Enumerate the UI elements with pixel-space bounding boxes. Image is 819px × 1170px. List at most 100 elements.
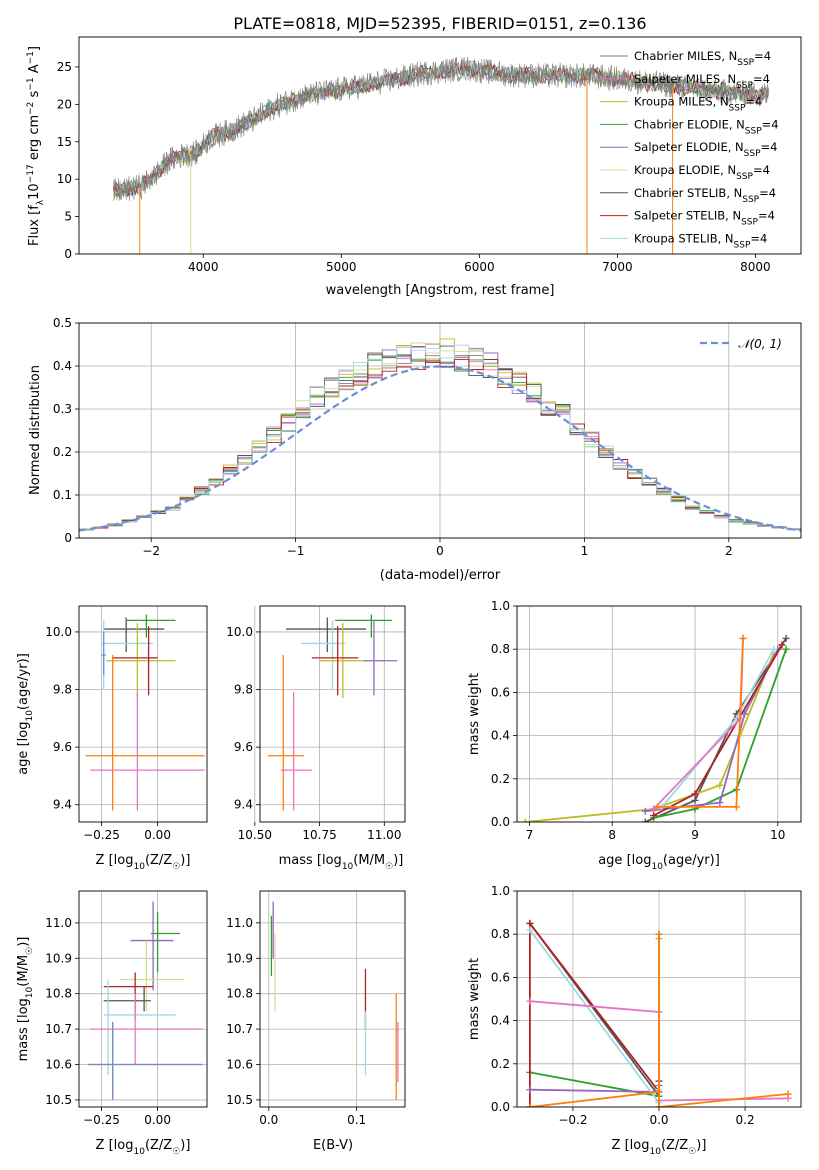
y-tick-label: 25: [57, 60, 72, 74]
weight-marker: [641, 807, 649, 815]
x-tick-label: −2: [142, 544, 160, 558]
errorbar-point: [101, 620, 154, 690]
y-axis-label: mass weight: [467, 673, 482, 755]
x-tick-label: 10.50: [238, 828, 272, 842]
y-tick-label: 0.8: [491, 642, 510, 656]
y-tick-label: 10.7: [45, 1022, 72, 1036]
y-axis-label: age [log10(age/yr)]: [16, 653, 35, 775]
y-tick-label: 0.1: [53, 488, 72, 502]
y-tick-label: 10: [57, 172, 72, 186]
axes-frame: [78, 322, 802, 539]
weight-marker: [521, 818, 529, 822]
weight-marker: [770, 645, 778, 653]
x-tick-label: −0.25: [83, 1113, 120, 1127]
weight-marker: [526, 1086, 534, 1094]
errorbar-point: [101, 631, 106, 676]
y-tick-label: 9.8: [53, 683, 72, 697]
x-tick-label: 0.0: [259, 1113, 278, 1127]
y-tick-label: 20: [57, 97, 72, 111]
y-tick-label: 9.6: [53, 740, 72, 754]
weight-marker: [739, 634, 747, 642]
x-tick-label: 8000: [740, 260, 771, 274]
weight-marker: [650, 812, 658, 820]
y-axis-label: Flux [fλ10−17 erg cm−2 s−1 A−1]: [26, 46, 46, 246]
y-tick-label: 1.0: [491, 599, 510, 613]
weight-marker: [526, 919, 534, 927]
x-tick-label: 0.00: [144, 1113, 171, 1127]
y-tick-label: 10.5: [45, 1093, 72, 1107]
plot-area: [526, 919, 792, 1107]
errorbar-point: [126, 614, 176, 638]
y-tick-label: 0.6: [491, 970, 510, 984]
errorbar-point: [103, 617, 165, 653]
errorbar-point: [105, 623, 176, 699]
weight-marker: [716, 781, 724, 789]
errorbar-point: [90, 692, 205, 811]
x-axis-label: age [log10(age/yr)]: [598, 853, 720, 872]
plot-area: [267, 614, 398, 811]
y-tick-label: 10.0: [45, 625, 72, 639]
y-tick-label: 9.4: [53, 798, 72, 812]
x-tick-label: 0: [436, 544, 444, 558]
weight-series: [652, 638, 744, 810]
x-tick-label: 10.75: [302, 828, 336, 842]
errorbar-point: [90, 993, 203, 1065]
x-tick-label: 7000: [602, 260, 633, 274]
legend-entry: Chabrier MILES, NSSP=4: [634, 49, 771, 68]
y-tick-label: 10.9: [226, 951, 253, 965]
errorbar-point: [285, 617, 367, 653]
legend: Chabrier MILES, NSSP=4 Salpeter MILES, NS…: [600, 49, 779, 250]
y-tick-label: 10.8: [45, 987, 72, 1001]
y-tick-label: 9.4: [234, 798, 253, 812]
errorbar-point: [301, 620, 346, 690]
y-tick-label: 10.7: [226, 1022, 253, 1036]
weight-marker: [526, 1103, 534, 1107]
y-tick-label: 9.6: [234, 740, 253, 754]
y-tick-label: 1.0: [491, 884, 510, 898]
weight-marker: [654, 803, 662, 811]
weight-marker: [641, 818, 649, 822]
legend-entry: Salpeter STELIB, NSSP=4: [634, 209, 775, 228]
y-tick-label: 10.5: [226, 1093, 253, 1107]
y-tick-label: 0.0: [491, 815, 510, 829]
legend-entry: Salpeter ELODIE, NSSP=4: [634, 140, 777, 159]
weight-marker: [778, 641, 786, 649]
weight-marker: [526, 926, 534, 934]
weight-marker: [716, 799, 724, 807]
axes-frame: [516, 890, 802, 1108]
weight-series: [657, 638, 744, 808]
normal-curve: [79, 365, 801, 532]
y-tick-label: 0.6: [491, 685, 510, 699]
errorbar-point: [112, 626, 158, 696]
y-tick-label: 11.0: [226, 916, 253, 930]
chart-residuals: −2 −1 0 1 2 0 0.1 0.2 0.3 0.4 0.5 (data-model)/erro…: [28, 316, 802, 583]
spectrum-data-line: [113, 56, 770, 202]
x-tick-label: 10: [770, 828, 785, 842]
errorbar-point: [280, 692, 312, 811]
plot-area: [79, 338, 801, 532]
weight-marker: [782, 645, 790, 653]
y-tick-label: 0: [64, 531, 72, 545]
plot-area: [521, 634, 790, 822]
errorbar-point: [85, 654, 205, 811]
x-axis-label: wavelength [Angstrom, rest frame]: [326, 283, 555, 298]
y-tick-label: 10.8: [226, 987, 253, 1001]
legend-entry: Kroupa ELODIE, NSSP=4: [634, 163, 770, 182]
y-tick-label: 10.6: [45, 1058, 72, 1072]
histogram-series: [79, 344, 801, 531]
y-tick-label: 11.0: [45, 916, 72, 930]
x-tick-label: 5000: [326, 260, 357, 274]
x-axis-label: Z [log10(Z/Z☉)]: [96, 853, 191, 872]
y-tick-label: 15: [57, 135, 72, 149]
x-axis-label: Z [log10(Z/Z☉)]: [612, 1138, 707, 1157]
plot-area: [113, 56, 770, 254]
chart-age-vs-mass: 10.50 10.75 11.00 9.4 9.6 9.8 10.0 mass [log10(…: [226, 605, 406, 872]
errorbar-point: [363, 620, 398, 696]
errorbar-point: [119, 940, 185, 1012]
weight-marker: [691, 790, 699, 798]
weight-marker: [655, 930, 663, 938]
chart-age-vs-Z: −0.25 0.00 9.4 9.6 9.8 10.0 Z [log10(Z/Z☉)] age…: [16, 605, 208, 872]
x-tick-label: 7: [526, 828, 534, 842]
errorbar-point: [87, 1022, 203, 1100]
